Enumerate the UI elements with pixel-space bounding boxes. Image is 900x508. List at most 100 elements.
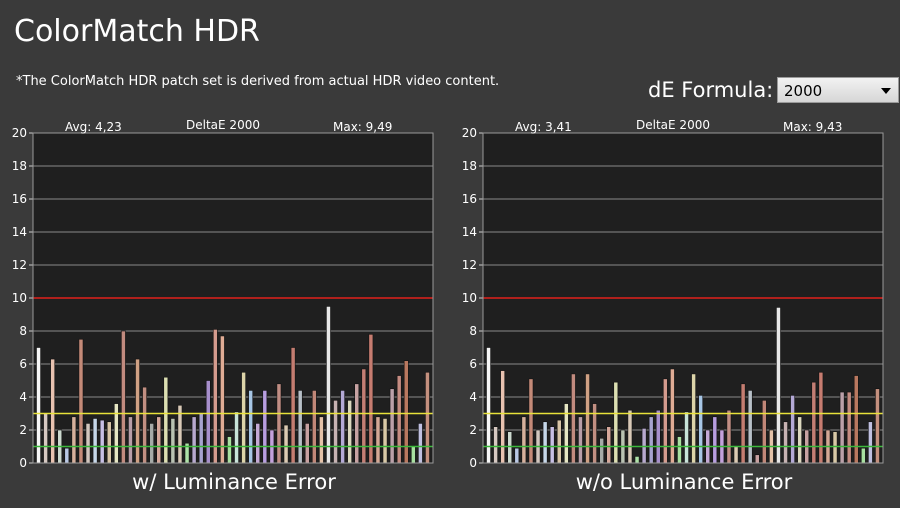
chart-caption-with-luminance: w/ Luminance Error — [132, 470, 336, 494]
y-tick-label: 2 — [19, 423, 27, 437]
y-tick-label: 0 — [19, 456, 27, 470]
bar — [149, 423, 155, 464]
bar — [36, 347, 41, 464]
bar — [846, 391, 852, 464]
page-title: ColorMatch HDR — [14, 14, 260, 49]
bar — [606, 426, 612, 464]
chart-with-luminance: 0 2 4 6 8 10 12 14 16 18 20 Avg: 4,23 DeltaE 2000 Max… — [12, 118, 434, 470]
bar — [375, 416, 381, 464]
bar — [648, 416, 654, 464]
y-tick-label: 4 — [19, 390, 27, 404]
y-tick-label: 10 — [12, 291, 27, 305]
y-tick-label: 12 — [462, 258, 477, 272]
bar — [493, 426, 498, 464]
y-tick-label: 8 — [19, 324, 27, 338]
bar — [662, 378, 668, 464]
bar — [641, 428, 647, 464]
bar — [486, 347, 491, 464]
bar — [85, 423, 91, 464]
bar — [853, 375, 859, 464]
y-tick-label: 20 — [462, 126, 477, 140]
bar — [500, 370, 506, 464]
bar — [389, 388, 395, 464]
bar — [78, 338, 84, 464]
bar — [212, 329, 218, 464]
bar — [811, 381, 817, 464]
y-tick-label: 18 — [462, 159, 477, 173]
y-tick-label: 16 — [462, 192, 477, 206]
bar — [790, 395, 795, 464]
y-tick-label: 6 — [469, 357, 477, 371]
bar — [262, 390, 268, 464]
bar — [425, 371, 430, 464]
bar — [776, 307, 781, 464]
bar — [234, 411, 239, 464]
formula-label: dE Formula: — [648, 78, 774, 102]
y-tick-label: 8 — [469, 324, 477, 338]
y-tick-label: 10 — [462, 291, 477, 305]
bar — [121, 330, 126, 464]
bar — [726, 409, 732, 464]
bar — [783, 421, 788, 464]
bar — [283, 424, 289, 464]
average-label: Avg: 3,41 — [515, 120, 572, 134]
bar — [627, 409, 633, 464]
bar — [740, 383, 746, 464]
bar — [326, 306, 331, 464]
bar — [227, 436, 232, 464]
bar — [205, 380, 211, 464]
bar — [403, 360, 409, 464]
bar — [542, 421, 548, 464]
bar — [396, 375, 402, 464]
max-label: Max: 9,43 — [783, 120, 842, 134]
y-tick-label: 14 — [462, 225, 477, 239]
bar — [578, 416, 583, 464]
bar — [128, 416, 133, 464]
bar — [255, 423, 261, 464]
bar — [839, 391, 845, 464]
bar — [106, 421, 112, 464]
plot-border — [32, 132, 434, 464]
bar — [290, 347, 296, 464]
bar — [276, 383, 282, 464]
bar — [311, 390, 317, 464]
bar — [507, 431, 513, 464]
bar — [521, 416, 527, 464]
y-tick-label: 14 — [12, 225, 27, 239]
bar — [340, 390, 345, 464]
average-label: Avg: 4,23 — [65, 120, 122, 134]
formula-header: DeltaE 2000 — [186, 118, 260, 132]
bar — [297, 390, 303, 464]
bar — [868, 421, 873, 464]
bar — [64, 447, 70, 464]
formula-dropdown[interactable]: 2000 — [777, 77, 899, 103]
chevron-down-icon — [881, 88, 891, 94]
bar — [875, 388, 880, 464]
bar — [592, 403, 597, 464]
bar — [170, 418, 176, 464]
y-tick-label: 2 — [469, 423, 477, 437]
bar — [754, 454, 760, 464]
bar — [191, 416, 197, 464]
bar — [514, 447, 520, 464]
bar — [71, 416, 77, 464]
bar — [418, 423, 423, 464]
y-tick-label: 12 — [12, 258, 27, 272]
bar — [556, 419, 562, 464]
bar — [691, 373, 696, 464]
bar — [860, 447, 866, 464]
bar — [528, 378, 534, 464]
bar — [655, 409, 661, 464]
bar — [347, 399, 353, 464]
max-label: Max: 9,49 — [333, 120, 392, 134]
bar — [733, 446, 739, 464]
y-tick-label: 0 — [469, 456, 477, 470]
y-tick-label: 4 — [469, 390, 477, 404]
plot-border — [482, 132, 884, 464]
bar — [92, 418, 98, 464]
bar — [599, 437, 605, 464]
bar — [241, 371, 246, 464]
bar — [832, 431, 838, 464]
bar — [563, 403, 569, 464]
bar — [613, 381, 619, 464]
